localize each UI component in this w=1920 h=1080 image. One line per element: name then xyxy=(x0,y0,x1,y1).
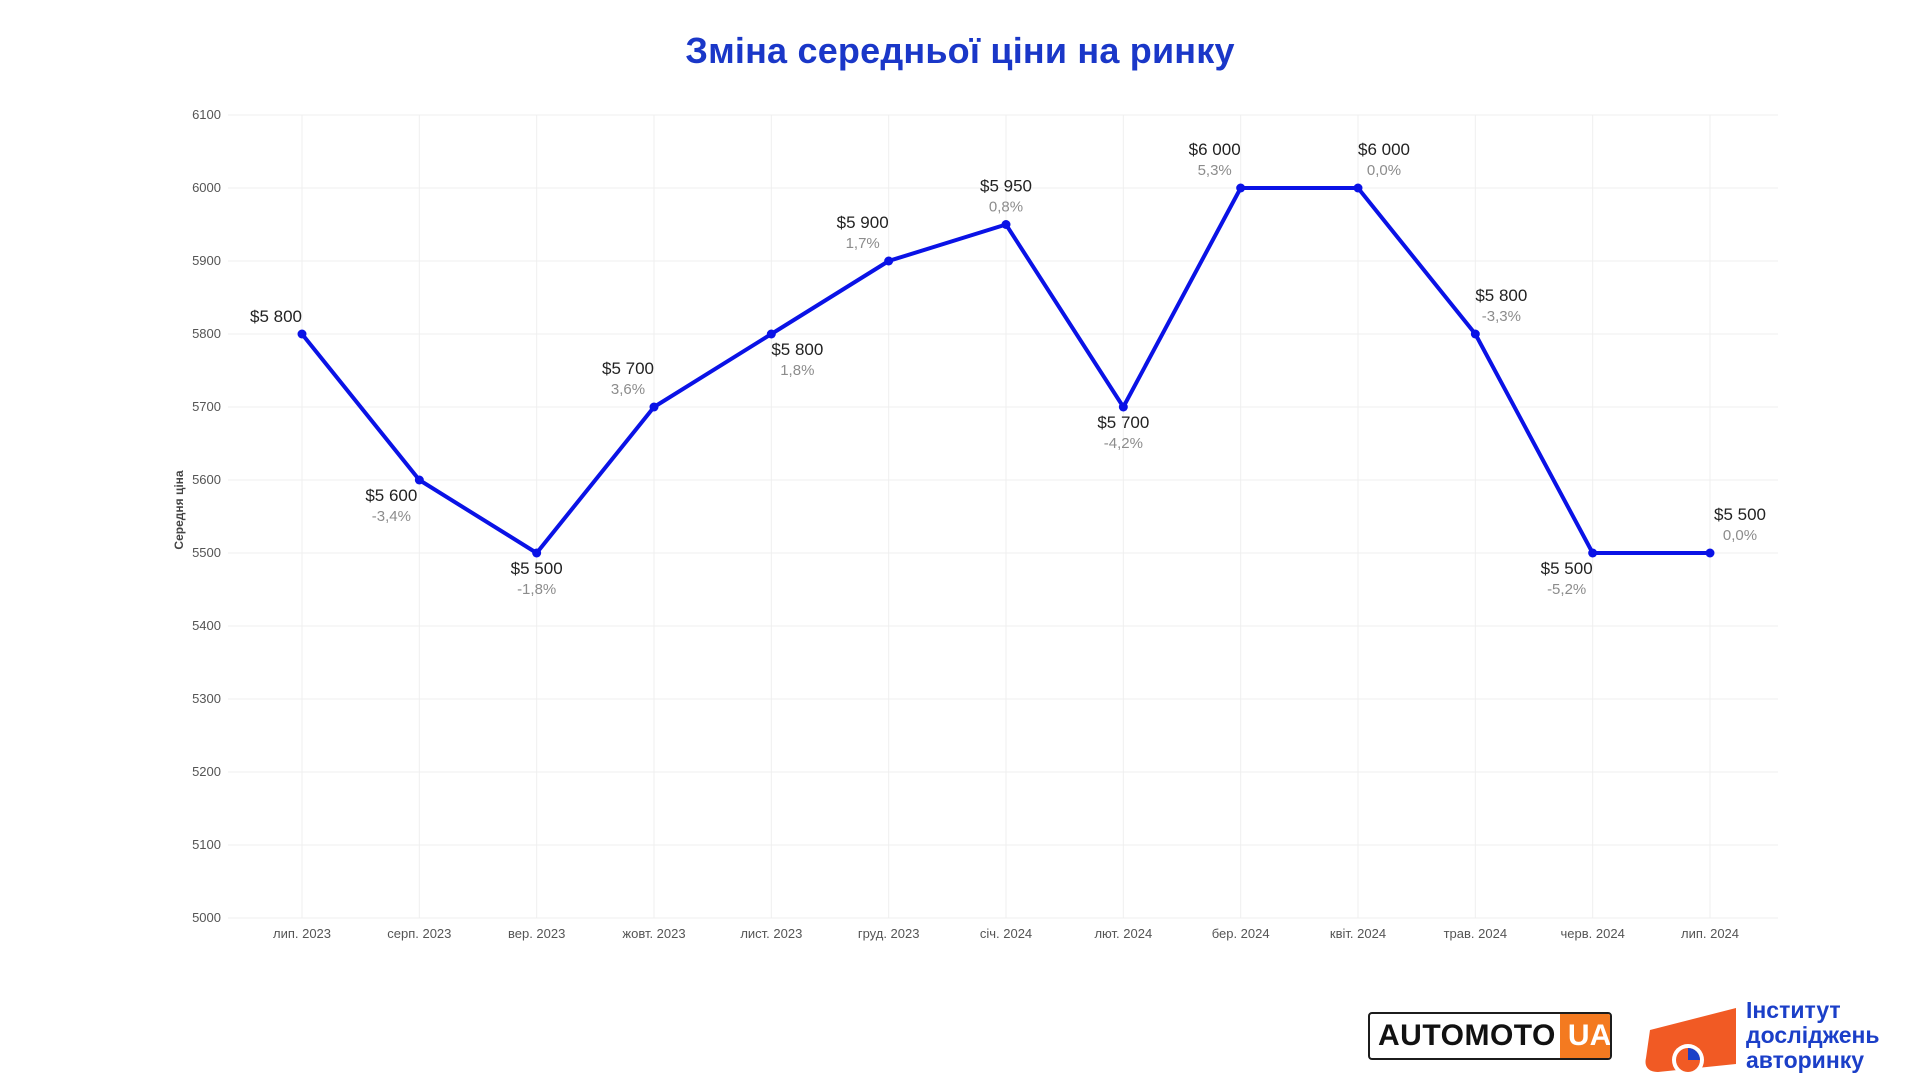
data-change-label: 0,0% xyxy=(1723,527,1757,544)
data-point xyxy=(1118,402,1128,412)
y-tick-label: 6000 xyxy=(192,180,221,195)
y-tick-label: 5100 xyxy=(192,837,221,852)
data-value-label: $5 700 xyxy=(602,359,654,378)
y-tick-label: 5500 xyxy=(192,545,221,560)
y-tick-label: 5700 xyxy=(192,399,221,414)
data-change-label: 0,0% xyxy=(1367,162,1401,179)
chart-title: Зміна середньої ціни на ринку xyxy=(685,30,1235,71)
x-tick-label: жовт. 2023 xyxy=(622,926,685,941)
data-point xyxy=(884,256,894,266)
data-change-label: -4,2% xyxy=(1104,435,1143,452)
data-point xyxy=(766,329,776,339)
data-change-label: 5,3% xyxy=(1198,162,1232,179)
x-tick-label: лип. 2024 xyxy=(1681,926,1739,941)
data-change-label: -1,8% xyxy=(517,581,556,598)
data-value-label: $5 500 xyxy=(1714,505,1766,524)
y-tick-label: 5800 xyxy=(192,326,221,341)
y-tick-label: 5200 xyxy=(192,764,221,779)
data-value-label: $6 000 xyxy=(1189,140,1241,159)
data-value-label: $5 900 xyxy=(837,213,889,232)
x-tick-label: черв. 2024 xyxy=(1561,926,1625,941)
data-point xyxy=(414,475,424,485)
x-axis: лип. 2023 серп. 2023 вер. 2023 жовт. 2023 ли… xyxy=(273,926,1739,941)
x-tick-label: трав. 2024 xyxy=(1444,926,1507,941)
automoto-ua-logo: AUTOMOTO UA xyxy=(1368,1012,1612,1060)
y-tick-label: 6100 xyxy=(192,107,221,122)
x-tick-label: бер. 2024 xyxy=(1212,926,1270,941)
data-point xyxy=(297,329,307,339)
x-tick-label: груд. 2023 xyxy=(858,926,920,941)
institute-logo-line3: авторинку xyxy=(1746,1047,1865,1073)
x-tick-label: серп. 2023 xyxy=(387,926,451,941)
data-point xyxy=(1236,183,1246,193)
data-point xyxy=(1470,329,1480,339)
institute-emblem-icon xyxy=(1645,1008,1736,1076)
data-change-label: 3,6% xyxy=(611,381,645,398)
x-tick-label: лют. 2024 xyxy=(1094,926,1152,941)
automoto-logo-ua: UA xyxy=(1559,1014,1610,1058)
y-tick-label: 5300 xyxy=(192,691,221,706)
data-change-label: -3,3% xyxy=(1482,308,1521,325)
y-tick-label: 5900 xyxy=(192,253,221,268)
data-value-label: $5 800 xyxy=(1475,286,1527,305)
data-change-label: 0,8% xyxy=(989,199,1023,216)
y-tick-label: 5600 xyxy=(192,472,221,487)
data-value-label: $5 500 xyxy=(1541,559,1593,578)
data-value-label: $5 600 xyxy=(365,486,417,505)
data-point xyxy=(1705,548,1715,558)
x-tick-label: квіт. 2024 xyxy=(1330,926,1386,941)
x-tick-label: вер. 2023 xyxy=(508,926,565,941)
x-tick-label: лист. 2023 xyxy=(740,926,802,941)
institute-logo-line2: досліджень xyxy=(1746,1022,1880,1048)
institute-logo-text: Інститут досліджень авторинку xyxy=(1746,998,1880,1073)
data-change-label: -3,4% xyxy=(372,508,411,525)
data-point xyxy=(1353,183,1363,193)
data-change-label: -5,2% xyxy=(1547,581,1586,598)
x-tick-label: січ. 2024 xyxy=(980,926,1032,941)
data-change-label: 1,7% xyxy=(846,235,880,252)
data-value-label: $5 700 xyxy=(1097,413,1149,432)
data-value-label: $5 500 xyxy=(511,559,563,578)
y-tick-label: 5000 xyxy=(192,910,221,925)
data-labels: $5 800 $5 600 -3,4% $5 500 -1,8% $5 700 3,6% $5… xyxy=(250,140,1766,598)
grid xyxy=(228,114,1778,919)
series-line-group xyxy=(297,183,1715,558)
data-value-label: $5 800 xyxy=(771,340,823,359)
y-axis: 5000 5100 5200 5300 5400 5500 5600 5700 5800 5900… xyxy=(172,107,221,925)
institute-logo: Інститут досліджень авторинку xyxy=(1642,998,1920,1080)
line-chart: 5000 5100 5200 5300 5400 5500 5600 5700 5800 5900… xyxy=(172,107,1778,941)
automoto-logo-text: AUTOMOTO xyxy=(1378,1019,1556,1052)
x-tick-label: лип. 2023 xyxy=(273,926,331,941)
data-value-label: $6 000 xyxy=(1358,140,1410,159)
data-point xyxy=(649,402,659,412)
data-change-label: 1,8% xyxy=(780,362,814,379)
data-point xyxy=(1588,548,1598,558)
data-value-label: $5 950 xyxy=(980,177,1032,196)
y-axis-title: Середня ціна xyxy=(172,470,186,550)
y-tick-label: 5400 xyxy=(192,618,221,633)
data-point xyxy=(532,548,542,558)
data-point xyxy=(1001,220,1011,229)
data-value-label: $5 800 xyxy=(250,307,302,326)
institute-logo-line1: Інститут xyxy=(1746,997,1841,1023)
